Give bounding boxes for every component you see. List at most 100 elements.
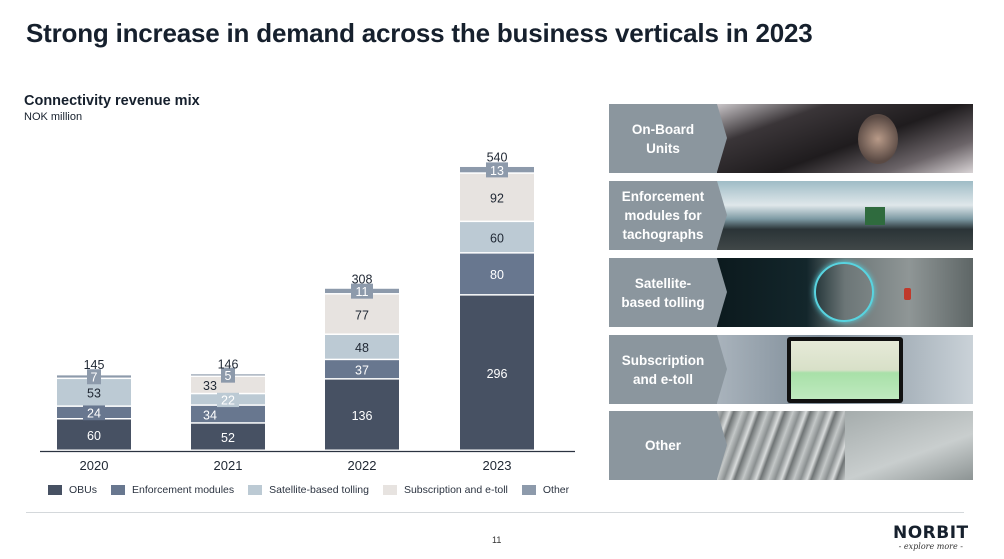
legend-item-obus: OBUs: [48, 484, 97, 496]
legend-label: Other: [542, 484, 570, 496]
data-label-box: [217, 392, 239, 408]
label-line: Other: [644, 438, 681, 453]
legend-swatch: [248, 485, 263, 495]
laptop-photo: [717, 335, 973, 404]
legend-swatch: [382, 485, 397, 495]
highway-photo: [717, 258, 973, 327]
chevron-arrow-icon: [717, 258, 727, 326]
legend-swatch: [111, 485, 126, 495]
data-label: 24: [87, 407, 101, 421]
norbit-logo: NORBIT - explore more -: [893, 523, 969, 552]
data-label: 33: [203, 379, 217, 393]
data-label: 52: [221, 431, 235, 445]
data-label: 92: [490, 191, 504, 205]
legend-item-subscription: Subscription and e-toll: [382, 484, 508, 496]
bar-segment-2021-1: [191, 405, 265, 423]
vertical-label: Other: [609, 411, 717, 480]
legend-item-enforcement: Enforcement modules: [111, 484, 234, 496]
satellite-ring: [814, 262, 875, 322]
truck-shape: [865, 207, 886, 225]
legend-label: OBUs: [69, 484, 98, 496]
bar-segment-2022-3: [325, 294, 399, 334]
truck-photo: [717, 181, 973, 250]
legend-item-other: Other: [521, 484, 570, 496]
data-label: 13: [490, 164, 504, 178]
label-line: Subscription: [621, 352, 705, 368]
vertical-panel-satellite: Satellite-based tolling: [609, 258, 973, 327]
page-number: 11: [492, 535, 502, 545]
data-label: 136: [352, 409, 373, 423]
chart-title: Connectivity revenue mix: [24, 93, 200, 109]
data-label-box: [83, 405, 105, 421]
driver-photo: [717, 104, 973, 173]
vertical-label: Subscription and e-toll: [609, 335, 717, 404]
car-shape: [903, 288, 911, 300]
laptop-screen: [787, 337, 903, 403]
label-line: based tolling: [621, 294, 705, 310]
data-label: 22: [221, 394, 235, 408]
total-label: 540: [487, 151, 508, 165]
data-label: 77: [355, 308, 369, 322]
bar-segment-2020-0: [57, 419, 131, 450]
chevron-arrow-icon: [717, 104, 727, 172]
data-label: 37: [355, 363, 369, 377]
vertical-label: On-Board Units: [609, 104, 717, 173]
x-tick-label: 2020: [80, 458, 109, 473]
legend-label: Satellite-based tolling: [269, 484, 369, 496]
legend-label: Subscription and e-toll: [403, 484, 508, 496]
chart-legend: OBUs Enforcement modules Satellite-based…: [48, 484, 583, 496]
chevron-arrow-icon: [717, 181, 727, 249]
x-tick-label: 2021: [214, 458, 243, 473]
page-title: Strong increase in demand across the bus…: [26, 18, 813, 48]
data-label: 60: [87, 429, 101, 443]
x-tick-label: 2022: [348, 458, 377, 473]
label-line: tachographs: [622, 227, 704, 242]
bar-segment-2023-2: [460, 222, 534, 253]
data-label-box: [351, 283, 373, 299]
label-line: and e-toll: [632, 371, 693, 387]
label-line: modules for: [624, 208, 702, 223]
chart-unit: NOK million: [24, 111, 83, 123]
data-label: 11: [356, 285, 369, 299]
logo-tagline: - explore more -: [898, 542, 963, 551]
bar-segment-2023-1: [460, 253, 534, 295]
bar-segment-2023-3: [460, 173, 534, 221]
x-tick-label: 2023: [483, 458, 512, 473]
logo-wordmark: NORBIT: [893, 523, 969, 543]
legend-swatch: [48, 485, 62, 495]
data-label: 48: [355, 341, 369, 355]
chevron-arrow-icon: [717, 411, 727, 479]
bridge-photo: [717, 411, 973, 480]
driver-figure: [857, 114, 898, 164]
data-label: 296: [487, 367, 508, 381]
bar-segment-2022-0: [325, 379, 399, 450]
label-line: Satellite-: [634, 275, 692, 291]
data-label: 53: [87, 386, 101, 400]
vertical-panel-other: Other: [609, 411, 973, 480]
label-line: Units: [646, 140, 680, 156]
total-label: 308: [352, 272, 373, 286]
label-line: On-Board: [631, 121, 695, 137]
data-label: 34: [203, 408, 217, 422]
data-label: 60: [490, 231, 504, 245]
bar-segment-2023-0: [460, 295, 534, 450]
bar-segment-2022-1: [325, 360, 399, 379]
vertical-panel-subscription: Subscription and e-toll: [609, 335, 973, 404]
total-label: 145: [84, 358, 105, 372]
label-line: Enforcement: [621, 189, 705, 204]
vertical-label: Satellite-based tolling: [609, 258, 717, 327]
data-label: 7: [91, 371, 98, 385]
footer-divider: [26, 512, 964, 513]
legend-swatch: [521, 485, 536, 495]
vertical-label: Enforcement modules for tachographs: [609, 181, 717, 250]
bar-segment-2022-2: [325, 334, 399, 359]
vertical-panel-obu: On-Board Units: [609, 104, 973, 173]
data-label: 80: [490, 268, 504, 282]
data-label: 5: [225, 369, 232, 383]
road-area: [845, 411, 973, 480]
data-label-box: [221, 367, 235, 383]
data-label-box: [486, 162, 508, 178]
vertical-panel-enforcement: Enforcement modules for tachographs: [609, 181, 973, 250]
legend-label: Enforcement modules: [132, 484, 235, 496]
